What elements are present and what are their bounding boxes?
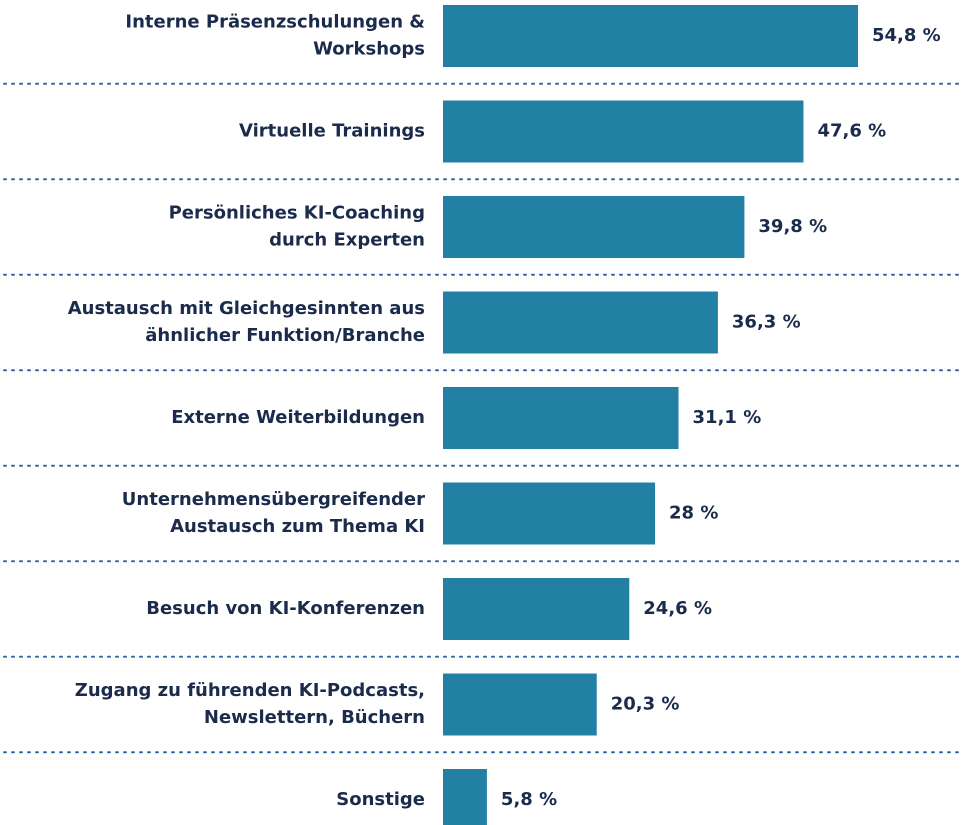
category-label: Zugang zu führenden KI-Podcasts, Newslett… bbox=[75, 680, 425, 728]
category-line: Externe Weiterbildungen bbox=[171, 407, 425, 428]
category-line: Sonstige bbox=[336, 789, 425, 810]
bar bbox=[443, 5, 858, 67]
category-line: Austausch mit Gleichgesinnten aus bbox=[68, 298, 425, 319]
category-line: Interne Präsenzschulungen & bbox=[125, 12, 425, 33]
category-label: Austausch mit Gleichgesinnten aus ähnlich… bbox=[68, 298, 425, 346]
category-label: Virtuelle Trainings bbox=[239, 121, 425, 142]
value-label: 20,3 % bbox=[611, 694, 680, 715]
bar bbox=[443, 769, 487, 825]
category-label: Externe Weiterbildungen bbox=[171, 407, 425, 428]
category-label: Unternehmensübergreifender Austausch zum … bbox=[122, 489, 425, 537]
category-line: ähnlicher Funktion/Branche bbox=[145, 325, 425, 346]
category-label: Besuch von KI-Konferenzen bbox=[146, 598, 425, 619]
bar bbox=[443, 196, 745, 258]
value-label: 54,8 % bbox=[872, 25, 941, 46]
bar bbox=[443, 387, 679, 449]
category-label: Interne Präsenzschulungen & Workshops bbox=[125, 12, 425, 60]
bar bbox=[443, 100, 804, 163]
category-line: Unternehmensübergreifender bbox=[122, 489, 425, 510]
category-line: durch Experten bbox=[269, 230, 425, 251]
category-line: Newslettern, Büchern bbox=[204, 707, 425, 728]
category-line: Austausch zum Thema KI bbox=[170, 516, 425, 537]
category-line: Workshops bbox=[313, 39, 425, 60]
bar bbox=[443, 291, 718, 354]
value-label: 24,6 % bbox=[643, 598, 712, 619]
category-line: Persönliches KI-Coaching bbox=[169, 203, 425, 224]
value-label: 36,3 % bbox=[732, 312, 801, 333]
bar bbox=[443, 673, 597, 736]
value-label: 5,8 % bbox=[501, 789, 557, 810]
value-label: 28 % bbox=[669, 503, 718, 524]
category-line: Besuch von KI-Konferenzen bbox=[146, 598, 425, 619]
category-line: Zugang zu führenden KI-Podcasts, bbox=[75, 680, 425, 701]
value-label: 47,6 % bbox=[817, 121, 886, 142]
category-label: Sonstige bbox=[336, 789, 425, 810]
bar bbox=[443, 578, 630, 640]
category-label: Persönliches KI-Coaching durch Experten bbox=[169, 203, 425, 251]
bar bbox=[443, 482, 656, 545]
value-label: 31,1 % bbox=[693, 407, 762, 428]
category-line: Virtuelle Trainings bbox=[239, 121, 425, 142]
value-label: 39,8 % bbox=[758, 216, 827, 237]
